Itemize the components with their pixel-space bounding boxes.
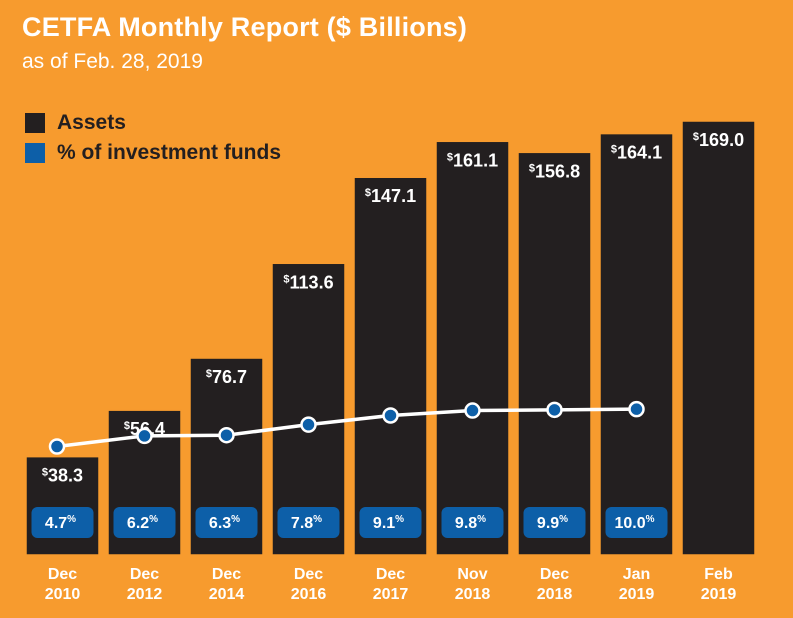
percent-pill bbox=[113, 507, 176, 538]
x-tick-label: 2017 bbox=[373, 586, 409, 603]
percent-pill bbox=[359, 507, 422, 538]
percent-value-label: 10.0% bbox=[614, 514, 654, 532]
legend-label-assets: Assets bbox=[57, 111, 126, 134]
x-tick-label: 2018 bbox=[537, 586, 573, 603]
legend-swatch-percent bbox=[25, 143, 45, 163]
assets-value-label: $164.1 bbox=[611, 143, 662, 163]
legend: Assets % of investment funds bbox=[25, 108, 281, 168]
percent-point bbox=[546, 401, 563, 419]
legend-label-percent: % of investment funds bbox=[57, 141, 282, 164]
x-tick-label: Dec bbox=[212, 566, 241, 583]
percent-pill bbox=[195, 507, 258, 538]
x-tick-label: Nov bbox=[457, 566, 487, 583]
percent-value-label: 4.7% bbox=[45, 514, 76, 532]
percent-value-label: 6.3% bbox=[209, 514, 240, 532]
percent-line-group bbox=[48, 400, 645, 455]
percent-point bbox=[48, 438, 66, 455]
assets-bar bbox=[435, 140, 510, 556]
percent-pill bbox=[523, 507, 586, 538]
x-tick-label: Jan bbox=[623, 566, 651, 583]
x-tick-label: Dec bbox=[376, 566, 405, 583]
chart-subtitle: as of Feb. 28, 2019 bbox=[22, 50, 203, 73]
assets-value-label: $156.8 bbox=[529, 161, 580, 181]
percent-pill-group: 4.7% 6.2% 6.3% 7.8% 9.1% 9.8% 9.9% 10.0% bbox=[31, 507, 668, 538]
percent-value-label: 9.1% bbox=[373, 514, 404, 532]
assets-bar bbox=[681, 120, 756, 556]
x-tick-label: Dec bbox=[48, 566, 77, 583]
percent-point bbox=[218, 426, 235, 444]
assets-value-label: $169.0 bbox=[693, 130, 744, 150]
assets-value-label: $76.7 bbox=[206, 367, 247, 387]
percent-value-label: 6.2% bbox=[127, 514, 158, 532]
percent-point bbox=[300, 416, 317, 433]
assets-bar bbox=[353, 176, 428, 556]
assets-bar bbox=[517, 151, 592, 556]
assets-value-label: $161.1 bbox=[447, 150, 498, 170]
legend-item-assets: Assets bbox=[25, 108, 281, 138]
x-tick-label: Dec bbox=[540, 566, 569, 583]
chart-title: CETFA Monthly Report ($ Billions) bbox=[22, 12, 468, 42]
assets-bar bbox=[25, 455, 100, 556]
percent-pill bbox=[277, 507, 340, 538]
x-tick-label: 2016 bbox=[291, 586, 327, 603]
percent-line bbox=[56, 407, 637, 449]
x-tick-label: 2012 bbox=[127, 586, 163, 603]
percent-value-label: 9.9% bbox=[537, 514, 568, 532]
x-tick-group: Dec 2010 Dec 2012 Dec 2014 Dec 2016 Dec 2017 Nov 20… bbox=[45, 566, 737, 603]
percent-pill bbox=[31, 507, 94, 538]
assets-value-label: $38.3 bbox=[42, 466, 83, 486]
assets-value-label: $147.1 bbox=[365, 186, 416, 206]
bar-group: $38.3$56.4$76.7$113.6$147.1$161.1$156.8$… bbox=[25, 120, 756, 556]
percent-value-label: 9.8% bbox=[455, 514, 486, 532]
x-tick-label: Feb bbox=[704, 566, 733, 583]
x-tick-label: 2019 bbox=[619, 586, 655, 603]
x-tick-label: 2018 bbox=[455, 586, 491, 603]
legend-swatch-assets bbox=[25, 113, 45, 133]
legend-item-percent: % of investment funds bbox=[25, 138, 281, 168]
assets-value-label: $113.6 bbox=[283, 272, 333, 292]
percent-point bbox=[136, 427, 153, 445]
x-tick-label: 2019 bbox=[701, 586, 737, 603]
percent-pill bbox=[605, 507, 668, 538]
assets-bar bbox=[271, 262, 346, 556]
x-tick-label: 2014 bbox=[209, 586, 245, 603]
percent-point bbox=[628, 400, 645, 418]
percent-point bbox=[382, 407, 399, 424]
percent-value-label: 7.8% bbox=[291, 514, 322, 532]
assets-bar bbox=[599, 132, 674, 556]
percent-pill bbox=[441, 507, 504, 538]
x-tick-label: Dec bbox=[294, 566, 323, 583]
x-tick-label: 2010 bbox=[45, 586, 81, 603]
percent-point bbox=[464, 402, 481, 419]
x-tick-label: Dec bbox=[130, 566, 159, 583]
